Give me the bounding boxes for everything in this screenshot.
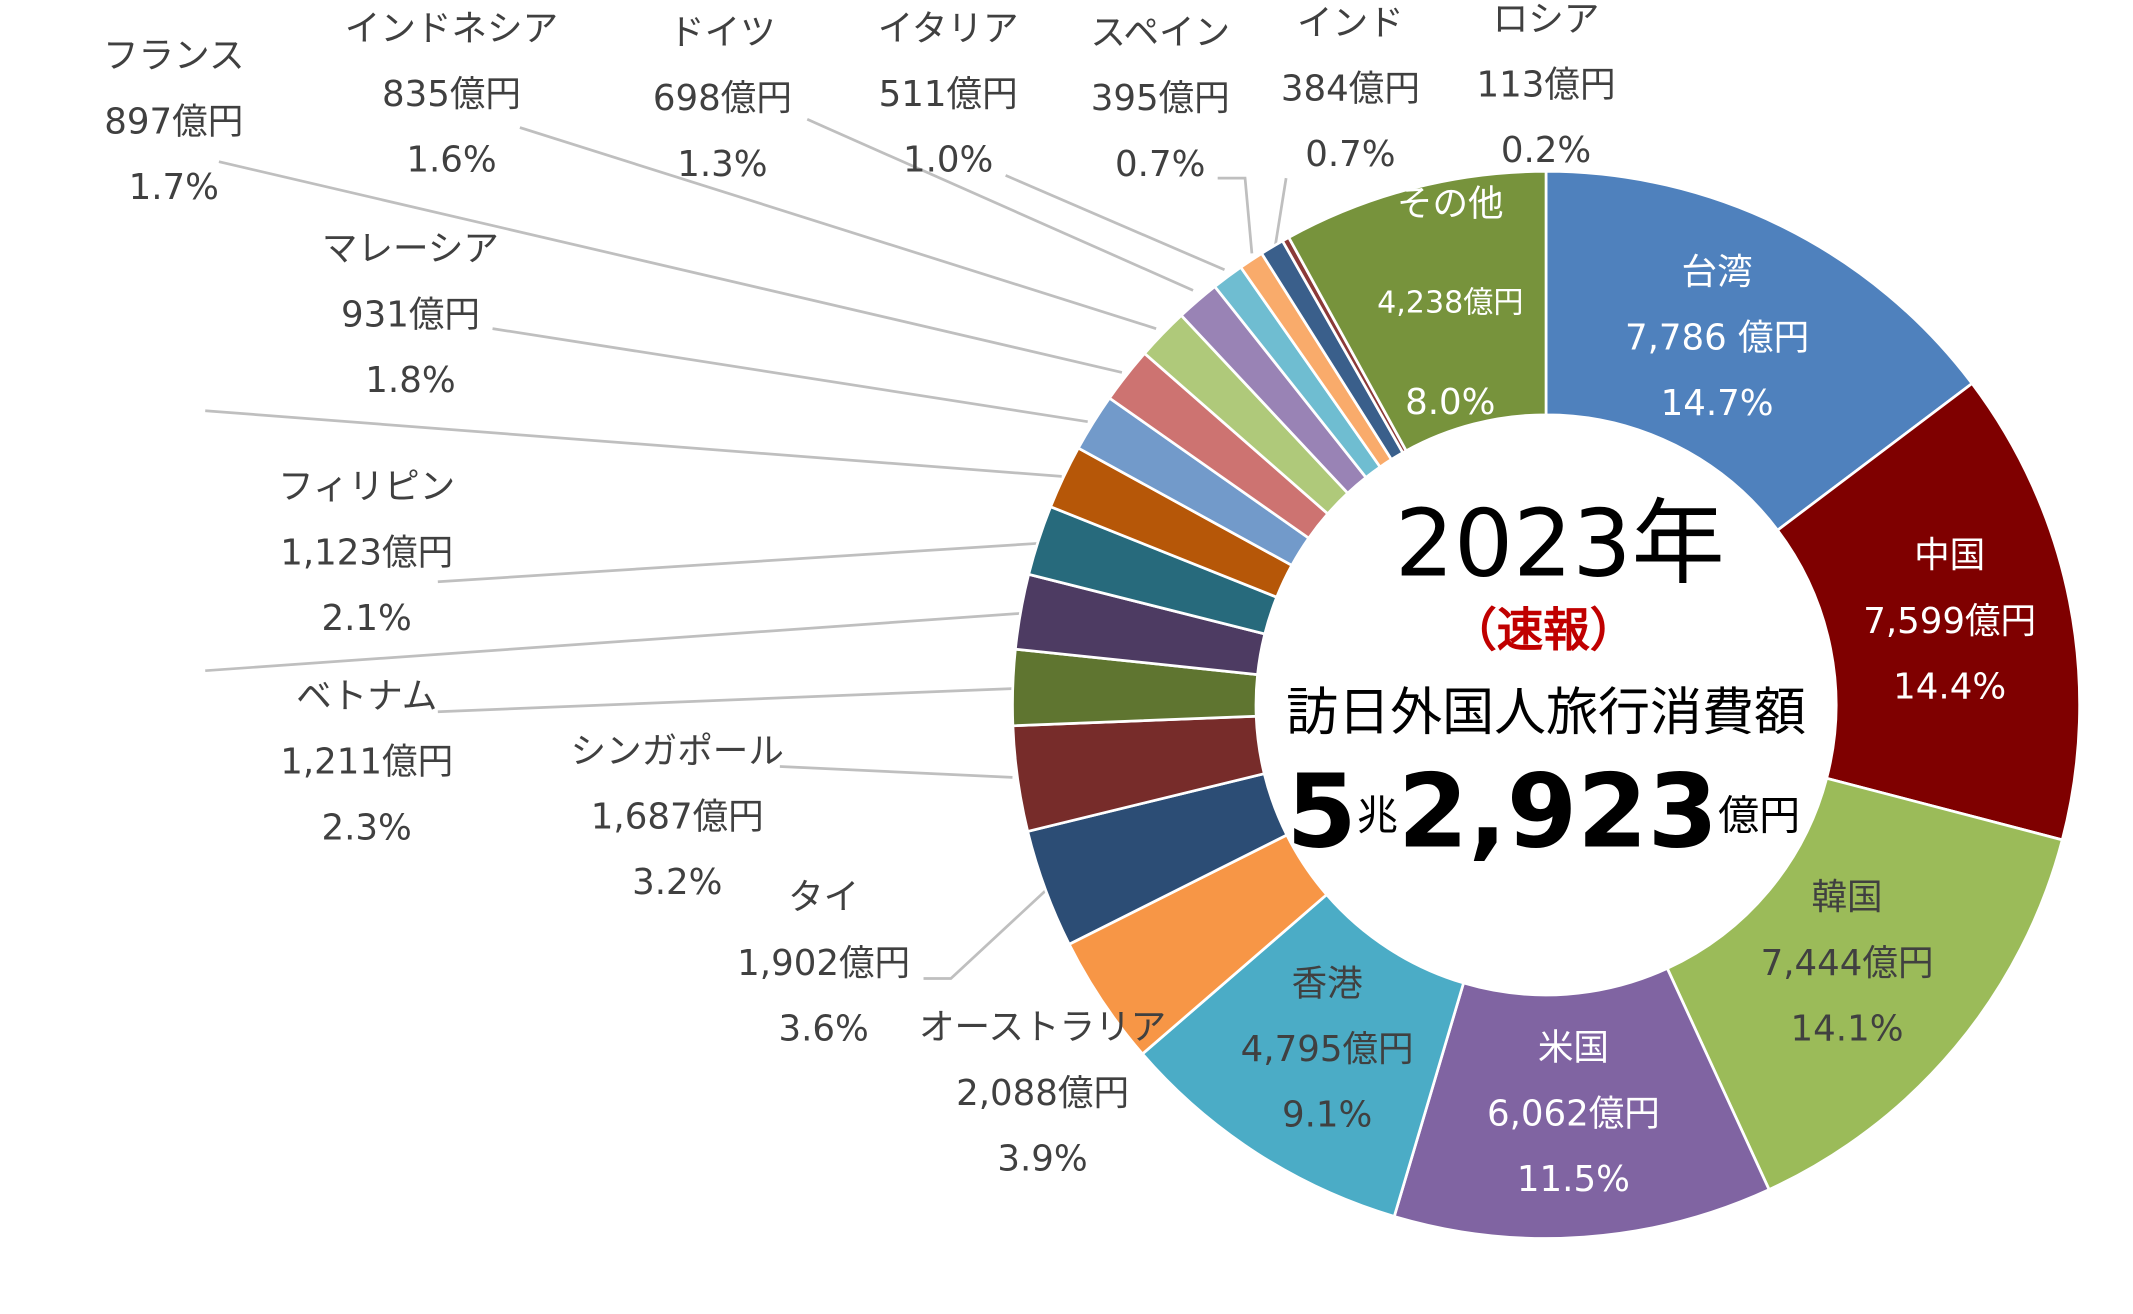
value-label: 7,786 億円 [1625, 318, 1809, 359]
share-label: 1.6% [406, 140, 496, 181]
category-label: ベトナム [296, 676, 437, 717]
share-label: 2.3% [321, 807, 411, 848]
leader-line [492, 327, 1088, 424]
category-label: ロシア [1493, 0, 1600, 40]
share-label: 0.7% [1305, 134, 1395, 175]
share-label: 1.7% [129, 167, 219, 208]
value-label: 835億円 [382, 74, 521, 115]
leader-line [1273, 177, 1288, 247]
value-label: 698億円 [653, 78, 792, 119]
share-label: 1.0% [903, 140, 993, 181]
share-label: 3.9% [997, 1138, 1087, 1179]
leader-lines [205, 118, 1288, 980]
value-label: 1,687億円 [591, 796, 764, 837]
share-label: 1.8% [365, 360, 455, 401]
share-label: 0.2% [1501, 130, 1591, 171]
category-label: イタリア [878, 8, 1019, 49]
category-label: 韓国 [1811, 877, 1882, 918]
share-label: 14.4% [1893, 666, 2006, 707]
slice [1665, 776, 2064, 1192]
center-subtitle: 訪日外国人旅行消費額 [1286, 683, 1806, 743]
value-label: 1,123億円 [280, 532, 453, 573]
center-title: 2023年 [1395, 490, 1725, 598]
leader-line [1217, 176, 1254, 254]
category-label: タイ [788, 877, 859, 918]
value-label: 7,444億円 [1761, 943, 1934, 984]
category-label: スペイン [1090, 12, 1230, 53]
share-label: 1.3% [677, 144, 767, 185]
share-label: 9.1% [1282, 1095, 1372, 1136]
center-note: （速報） [1450, 603, 1636, 657]
slice [1544, 169, 1974, 533]
share-label: 14.1% [1791, 1009, 1904, 1050]
leader-line [205, 409, 1062, 478]
share-label: 8.0% [1405, 382, 1495, 423]
share-label: 2.1% [321, 598, 411, 639]
share-label: 14.7% [1661, 383, 1774, 424]
category-label: インドネシア [345, 8, 558, 49]
category-label: インド [1297, 3, 1404, 44]
leader-line [779, 765, 1013, 779]
leader-line [205, 611, 1024, 673]
share-label: 0.7% [1115, 144, 1205, 185]
value-label: 113億円 [1477, 64, 1616, 105]
value-label: 395億円 [1091, 78, 1230, 119]
category-label: オーストラリア [919, 1007, 1166, 1048]
leader-line [923, 888, 1048, 980]
center-total: 5兆2,923億円 [1286, 752, 1800, 870]
leader-line [806, 118, 1194, 292]
category-label: 台湾 [1682, 252, 1753, 293]
category-label: 米国 [1538, 1028, 1609, 1069]
category-label: マレーシア [322, 229, 499, 270]
category-label: ドイツ [669, 12, 776, 53]
slice [1392, 966, 1771, 1240]
share-label: 3.2% [632, 862, 722, 903]
value-label: 7,599億円 [1863, 601, 2036, 642]
value-label: 2,088億円 [956, 1073, 1129, 1114]
leader-line [519, 126, 1157, 330]
share-label: 11.5% [1517, 1159, 1630, 1200]
value-label: 931億円 [341, 294, 480, 335]
category-label: 香港 [1292, 963, 1363, 1004]
value-label: 511億円 [879, 74, 1018, 115]
share-label: 3.6% [778, 1009, 868, 1050]
leader-line [218, 160, 1123, 374]
value-label: 4,238億円 [1377, 286, 1523, 321]
category-label: フランス [103, 36, 245, 77]
slice [1286, 169, 1548, 453]
donut [1011, 169, 2081, 1240]
category-label: その他 [1397, 183, 1504, 224]
slice [1775, 381, 2081, 842]
category-label: 中国 [1914, 535, 1985, 576]
leader-line [437, 542, 1038, 584]
value-label: 897億円 [104, 101, 243, 142]
value-label: 1,902億円 [737, 943, 910, 984]
value-label: 6,062億円 [1487, 1093, 1660, 1134]
category-label: シンガポール [571, 731, 784, 772]
value-label: 384億円 [1281, 69, 1420, 110]
leader-line [1005, 174, 1226, 272]
value-label: 4,795億円 [1241, 1029, 1414, 1070]
leader-line [437, 687, 1016, 714]
category-label: フィリピン [278, 467, 455, 508]
labels: 台湾 7,786 億円 14.7% 中国 7,599億円 14.4% 韓国 7,444億円 14… [103, 0, 2036, 1200]
value-label: 1,211億円 [280, 742, 453, 783]
